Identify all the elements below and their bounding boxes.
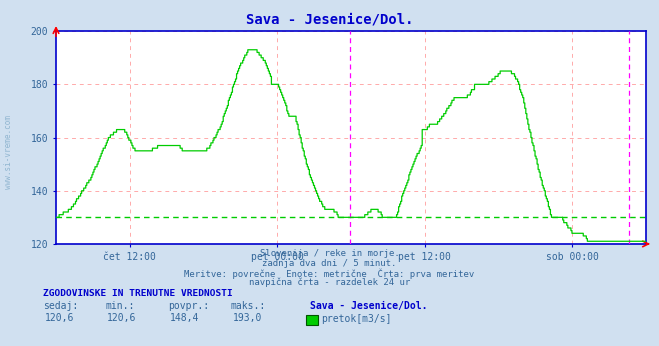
- Text: 193,0: 193,0: [233, 313, 262, 323]
- Text: ZGODOVINSKE IN TRENUTNE VREDNOSTI: ZGODOVINSKE IN TRENUTNE VREDNOSTI: [43, 289, 233, 298]
- Text: 120,6: 120,6: [107, 313, 136, 323]
- Text: sedaj:: sedaj:: [43, 301, 78, 311]
- Text: pretok[m3/s]: pretok[m3/s]: [321, 315, 391, 324]
- Text: povpr.:: povpr.:: [168, 301, 209, 311]
- Text: 120,6: 120,6: [45, 313, 74, 323]
- Text: navpična črta - razdelek 24 ur: navpična črta - razdelek 24 ur: [249, 278, 410, 288]
- Text: maks.:: maks.:: [231, 301, 266, 311]
- Text: Sava - Jesenice/Dol.: Sava - Jesenice/Dol.: [246, 12, 413, 26]
- Text: Meritve: povrečne  Enote: metrične  Črta: prva meritev: Meritve: povrečne Enote: metrične Črta: …: [185, 268, 474, 279]
- Text: min.:: min.:: [105, 301, 135, 311]
- Text: Slovenija / reke in morje.: Slovenija / reke in morje.: [260, 249, 399, 258]
- Text: zadnja dva dni / 5 minut.: zadnja dva dni / 5 minut.: [262, 259, 397, 268]
- Text: Sava - Jesenice/Dol.: Sava - Jesenice/Dol.: [310, 301, 427, 311]
- Text: www.si-vreme.com: www.si-vreme.com: [4, 115, 13, 189]
- Text: 148,4: 148,4: [170, 313, 199, 323]
